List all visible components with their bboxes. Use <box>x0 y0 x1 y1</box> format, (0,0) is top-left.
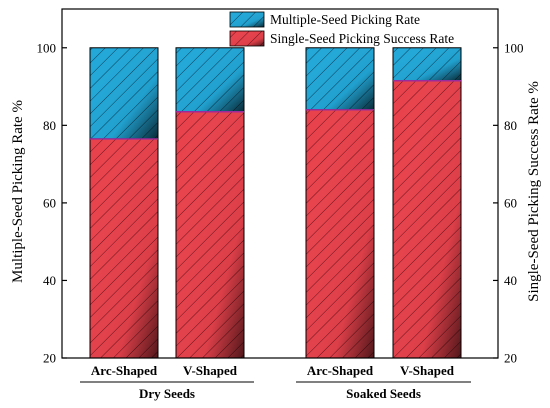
right-tick-label-60: 60 <box>504 195 517 210</box>
left-tick-label-60: 60 <box>43 195 56 210</box>
legend-label-2: Single-Seed Picking Success Rate <box>270 31 454 46</box>
bar-shade-multiple-seed-2 <box>176 47 244 112</box>
category-label-3: Arc-Shaped <box>307 363 374 378</box>
left-axis-title: Multiple-Seed Picking Rate % <box>10 100 26 283</box>
right-tick-label-40: 40 <box>504 273 517 288</box>
bar-shade-multiple-seed-3 <box>306 47 374 110</box>
bar-shade-single-seed-1 <box>90 138 158 358</box>
bar-shade-single-seed-3 <box>306 109 374 358</box>
bar-shade-multiple-seed-1 <box>90 47 158 139</box>
category-label-1: Arc-Shaped <box>91 363 158 378</box>
left-tick-label-20: 20 <box>43 351 56 366</box>
plot-frame <box>61 8 499 359</box>
right-tick-label-100: 100 <box>504 40 524 55</box>
legend-swatch-shade-2 <box>229 30 265 47</box>
group-label-2: Soaked Seeds <box>346 386 421 401</box>
bar-shade-single-seed-2 <box>176 111 244 358</box>
legend-swatch-shade-1 <box>229 11 265 28</box>
left-tick-label-40: 40 <box>43 273 56 288</box>
left-tick-label-80: 80 <box>43 118 56 133</box>
right-tick-label-80: 80 <box>504 118 517 133</box>
right-axis-title: Single-Seed Picking Success Rate % <box>526 81 542 302</box>
bar-shade-single-seed-4 <box>393 80 461 358</box>
left-tick-label-100: 100 <box>37 40 57 55</box>
category-label-2: V-Shaped <box>183 363 238 378</box>
bar-shade-multiple-seed-4 <box>393 47 461 81</box>
group-label-1: Dry Seeds <box>139 386 195 401</box>
category-label-4: V-Shaped <box>400 363 455 378</box>
right-tick-label-20: 20 <box>504 351 517 366</box>
legend-label-1: Multiple-Seed Picking Rate <box>270 12 420 27</box>
